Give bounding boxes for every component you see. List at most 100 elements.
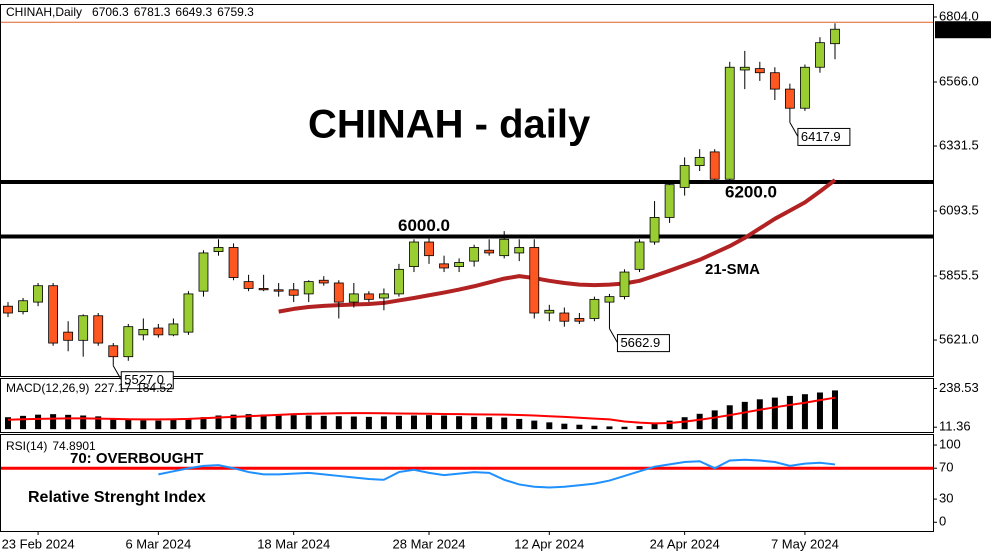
macd-bar (395, 415, 402, 430)
macd-bar (110, 418, 117, 430)
macd-bar (456, 416, 463, 430)
macd-bar (546, 422, 553, 430)
macd-bar (471, 416, 478, 430)
macd-bar (260, 414, 267, 430)
macd-bar (230, 414, 237, 430)
macd-bar (606, 426, 613, 430)
candle-body (800, 66, 810, 109)
candle-body (183, 293, 194, 333)
price-box (935, 21, 991, 39)
macd-bar (335, 416, 342, 430)
sma-label: 21-SMA (705, 261, 760, 278)
macd-title: MACD(12,26,9) (6, 381, 89, 395)
candle-body (499, 238, 510, 257)
indicator-label: Relative Strenght Index (28, 489, 206, 506)
candle-body (439, 263, 449, 269)
y-tick-label: 30 (939, 491, 953, 506)
macd-bar (696, 413, 703, 430)
candle-body (619, 271, 630, 298)
macd-value: 227.17 (94, 381, 131, 395)
macd-bar (350, 416, 357, 430)
macd-bar (756, 399, 763, 430)
candle-body (409, 241, 419, 267)
chart-annotation: CHINAH - daily (308, 103, 591, 147)
low-connector (609, 328, 618, 343)
y-tick-label: 238.53 (939, 380, 979, 395)
low-label: 5527.0 (124, 372, 164, 387)
macd-bar (125, 419, 132, 430)
sma-line (278, 178, 837, 314)
candle-body (394, 268, 404, 295)
candle-body (589, 298, 600, 319)
candle-body (574, 318, 585, 322)
macd-bar (215, 415, 222, 430)
candle-body (3, 305, 13, 314)
macd-panel (0, 378, 934, 433)
candle-body (168, 323, 179, 336)
candle-body (33, 285, 43, 303)
candle-body (333, 282, 344, 303)
y-tick-label: 100 (939, 436, 961, 451)
candle-body (303, 281, 314, 295)
y-tick-label: 0 (939, 514, 946, 529)
macd-bar (290, 415, 297, 430)
candle-body (288, 289, 299, 296)
macd-bar (20, 415, 27, 430)
signal-value: 184.52 (136, 381, 173, 395)
candle-body (634, 241, 645, 270)
macd-bar (636, 426, 643, 430)
rsi-title: RSI(14) (6, 439, 47, 453)
y-tick-label: 6331.5 (939, 137, 979, 152)
x-tick-label: 23 Feb 2024 (2, 536, 75, 551)
candle-body (514, 247, 525, 254)
macd-bar (365, 416, 372, 430)
x-tick-label: 28 Mar 2024 (393, 536, 466, 551)
y-tick-label: 11.36 (939, 419, 971, 434)
candle-body (63, 331, 74, 341)
candle-body (484, 249, 495, 254)
low-value: 6649.3 (175, 5, 212, 19)
candle-body (123, 326, 134, 358)
candle-body (559, 312, 570, 322)
candle-body (93, 315, 104, 344)
macd-bar (5, 417, 11, 430)
candle-body (544, 309, 555, 314)
macd-bar (200, 417, 207, 430)
candle-body (724, 66, 735, 180)
macd-bar (140, 420, 147, 430)
candle-body (784, 88, 795, 109)
close-value: 6759.3 (217, 5, 254, 19)
candle-body (739, 66, 750, 71)
candle-body (379, 293, 389, 299)
macd-bar (786, 395, 793, 430)
y-tick-label: 5621.0 (939, 331, 979, 346)
x-tick-label: 7 May 2024 (771, 536, 839, 551)
low-label: 5662.9 (620, 335, 660, 350)
candle-body (830, 28, 840, 45)
macd-bar (651, 424, 658, 430)
candle-body (454, 262, 464, 267)
candle-body (243, 281, 254, 289)
candle-body (348, 293, 359, 303)
macd-bar (832, 390, 838, 430)
macd-bar (380, 416, 387, 430)
macd-bar (711, 410, 718, 430)
macd-bar (771, 397, 778, 430)
level-label: 6200.0 (725, 182, 777, 201)
price-label: 6759.3 (939, 21, 979, 36)
candle-body (649, 217, 660, 243)
macd-bar (170, 419, 177, 430)
candle-body (153, 327, 164, 336)
candle-body (213, 247, 224, 252)
macd-bar (65, 414, 72, 430)
candle-body (815, 42, 825, 68)
signal-line (7, 396, 836, 425)
candle-body (679, 165, 690, 188)
high-value: 6781.3 (134, 5, 171, 19)
plot-layer: 5621.0 5855.5 6093.5 6331.5 6566.0 6804.0 6000… (1, 8, 991, 551)
candle-body (469, 247, 480, 262)
main-panel (0, 4, 934, 377)
macd-bar (801, 394, 808, 430)
candle-body (424, 241, 434, 257)
